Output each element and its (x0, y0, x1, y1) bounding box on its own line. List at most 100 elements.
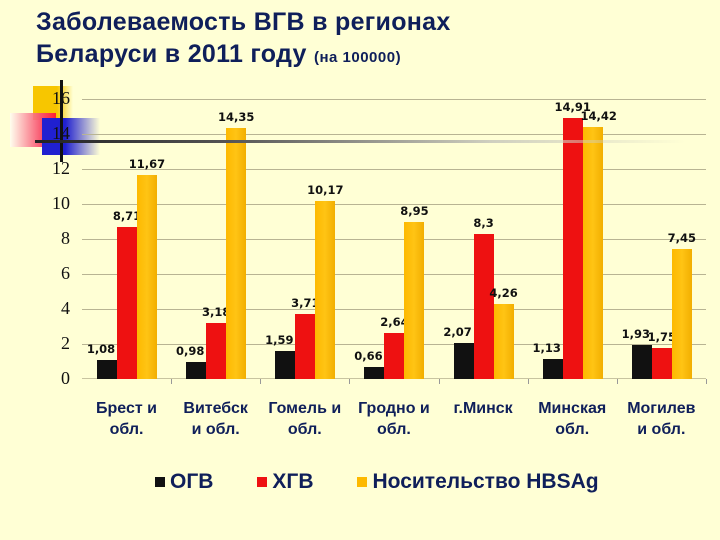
x-tick (616, 379, 618, 384)
data-label: 0,66 (354, 349, 383, 364)
x-tick (527, 379, 529, 384)
bar-ogv[interactable] (364, 367, 385, 379)
data-label: 8,95 (400, 204, 429, 219)
bar-hbsag[interactable] (671, 248, 692, 379)
decorative-blue-square (42, 118, 100, 155)
data-label: 8,71 (112, 208, 142, 223)
bar-hgv[interactable] (295, 314, 316, 379)
decorative-vertical-line (60, 80, 63, 162)
bar-ogv[interactable] (186, 361, 207, 379)
bar-ogv[interactable] (275, 351, 296, 379)
legend-swatch-icon (257, 477, 268, 487)
category-label-line: обл. (555, 421, 590, 438)
data-label: 4,26 (489, 286, 518, 301)
legend-item-hbsag[interactable]: Носительство HBSAg (357, 470, 599, 494)
data-label: 14,91 (554, 100, 591, 115)
data-label: 2,64 (380, 314, 409, 329)
legend-label: ХГВ (272, 470, 314, 493)
gridline (82, 274, 706, 275)
x-tick (260, 379, 262, 384)
y-tick-label: 2 (61, 333, 70, 353)
bar-ogv[interactable] (453, 342, 474, 379)
bar-hbsag[interactable] (493, 304, 514, 379)
category-label: г.Минск (439, 398, 528, 440)
data-label: 1,13 (532, 341, 561, 356)
gridline (82, 204, 706, 205)
category-label-line: и обл. (191, 421, 240, 438)
x-tick (706, 379, 707, 384)
title-line-1: Заболеваемость ВГВ в регионах (36, 8, 451, 36)
bar-hbsag[interactable] (315, 201, 336, 379)
category-label-line: обл. (287, 421, 322, 438)
y-tick-label: 0 (61, 368, 70, 388)
legend-label: Носительство HBSAg (372, 470, 599, 493)
category-label-line: Брест и (96, 400, 157, 417)
category-label-line: обл. (376, 421, 411, 438)
y-tick-label: 6 (61, 263, 70, 283)
legend: ОГВ ХГВ Носительство HBSAg (155, 470, 643, 494)
legend-item-ogv[interactable]: ОГВ (155, 470, 213, 494)
data-label: 2,07 (443, 324, 472, 339)
category-label-line: Могилев (627, 400, 696, 417)
category-label-line: Витебск (183, 400, 248, 417)
bar-ogv[interactable] (542, 359, 563, 379)
plot-area: 0 2 4 6 8 10 12 14 16 1,08 8,71 11,67 0,98 3,18 14,35 1… (52, 88, 707, 388)
category-label: Гродно и обл. (349, 398, 438, 440)
category-label: Могилев и обл. (617, 398, 706, 440)
category-label-line: Гродно и (358, 400, 430, 417)
legend-label: ОГВ (170, 470, 214, 493)
y-tick-label: 10 (52, 193, 70, 213)
category-label: Минская обл. (528, 398, 617, 440)
category-label-line: и обл. (637, 421, 686, 438)
data-label: 0,98 (175, 343, 205, 358)
y-tick-label: 16 (52, 88, 70, 108)
bar-hgv[interactable] (384, 332, 405, 379)
x-tick (438, 379, 440, 384)
bar-hbsag[interactable] (404, 222, 425, 379)
bar-hgv[interactable] (651, 348, 672, 379)
data-label: 11,67 (128, 156, 166, 171)
gridline (82, 169, 706, 170)
decorative-horizontal-line (35, 140, 685, 143)
data-label: 3,18 (201, 305, 231, 320)
data-label: 1,75 (647, 330, 677, 345)
bar-ogv[interactable] (631, 345, 652, 379)
data-label: 14,42 (580, 108, 617, 123)
data-label: 14,35 (217, 109, 255, 124)
category-label-line: Гомель и (268, 400, 342, 417)
category-label-line: обл. (109, 421, 144, 438)
data-label: 3,71 (291, 296, 320, 311)
data-label: 1,93 (621, 327, 651, 342)
gridline (82, 99, 706, 100)
data-label: 1,59 (265, 333, 294, 348)
x-tick (171, 379, 173, 384)
bar-hgv[interactable] (206, 323, 227, 379)
data-label: 10,17 (307, 183, 344, 198)
bar-hgv[interactable] (117, 226, 137, 379)
title-line-2-main: Беларуси в 2011 году (36, 40, 307, 68)
category-label: Витебск и обл. (171, 398, 260, 440)
bar-hgv[interactable] (562, 118, 583, 379)
legend-swatch-icon (357, 477, 368, 487)
bar-hbsag[interactable] (137, 174, 157, 379)
category-label: Гомель и обл. (260, 398, 349, 440)
category-label-line (439, 419, 528, 440)
bar-hgv[interactable] (473, 233, 494, 379)
data-label: 7,45 (667, 230, 697, 245)
category-label-line: Минская (538, 400, 607, 417)
bar-hbsag[interactable] (226, 127, 247, 379)
category-label: Брест и обл. (82, 398, 171, 440)
gridline (82, 134, 706, 135)
title-unit: (на 100000) (313, 49, 402, 66)
category-label-line: г.Минск (453, 400, 513, 417)
legend-item-hgv[interactable]: ХГВ (257, 470, 313, 494)
data-label: 1,08 (86, 342, 116, 357)
title-line-2: Беларуси в 2011 году (на 100000) (36, 38, 451, 74)
y-tick-label: 8 (61, 228, 70, 248)
data-label: 8,3 (473, 215, 494, 230)
y-tick-label: 12 (52, 158, 70, 178)
y-tick-label: 14 (52, 123, 70, 143)
bar-ogv[interactable] (97, 360, 117, 379)
gridline (82, 309, 706, 310)
bar-hbsag[interactable] (582, 126, 603, 379)
